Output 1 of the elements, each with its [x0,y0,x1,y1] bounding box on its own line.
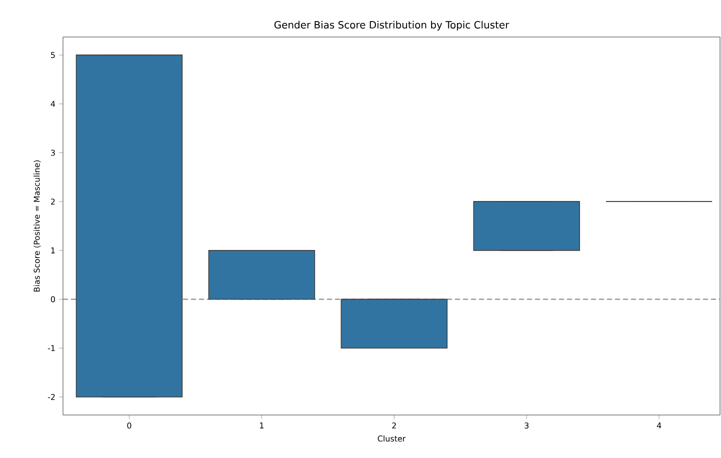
chart-title: Gender Bias Score Distribution by Topic Cluster [274,20,510,31]
